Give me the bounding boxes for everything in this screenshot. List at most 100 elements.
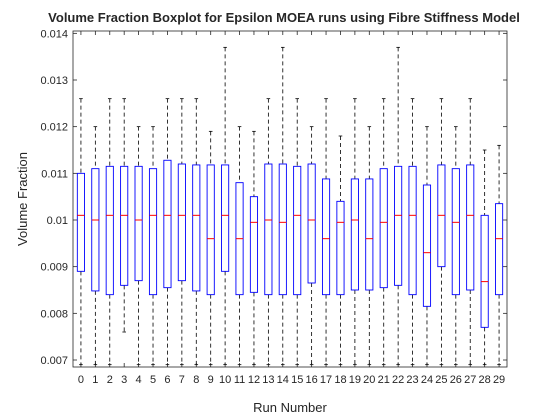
x-tick-label: 21 (378, 374, 390, 386)
box-run-26 (451, 126, 460, 366)
iqr-box (365, 178, 374, 291)
box-run-19 (350, 98, 359, 366)
box-run-17 (321, 98, 331, 366)
x-tick-label: 8 (193, 374, 199, 386)
x-axis: 0 1 2 3 4 5 6 7 8 9 10 11 12 13 14 15 16 17 18 19 20 21 22 23 24… (78, 31, 505, 386)
y-axis-label: Volume Fraction (15, 152, 30, 246)
x-tick-label: 10 (219, 374, 231, 386)
x-tick-label: 13 (262, 374, 274, 386)
box-run-5 (148, 126, 158, 366)
y-tick-label: 0.007 (40, 355, 68, 367)
box-run-27 (466, 98, 475, 366)
iqr-box (91, 168, 100, 292)
iqr-box (350, 178, 359, 291)
y-axis: 0.007 0.008 0.009 0.01 0.011 0.012 0.013 0.014 (40, 28, 507, 367)
x-tick-label: 18 (334, 374, 346, 386)
x-tick-label: 1 (92, 374, 98, 386)
x-tick-label: 17 (320, 374, 332, 386)
x-axis-label: Run Number (253, 400, 327, 415)
iqr-box (307, 163, 316, 284)
iqr-box (177, 163, 186, 282)
x-tick-label: 19 (349, 374, 361, 386)
y-tick-label: 0.008 (40, 308, 68, 320)
box-run-9 (206, 130, 215, 366)
box-run-21 (379, 98, 388, 366)
iqr-box (249, 196, 259, 293)
box-run-25 (437, 98, 446, 366)
box-run-3 (120, 98, 129, 333)
box-run-29 (495, 144, 504, 366)
y-tick-label: 0.012 (40, 122, 68, 134)
box-run-4 (134, 126, 143, 366)
box-run-0 (76, 98, 85, 366)
iqr-box (379, 168, 388, 289)
x-tick-label: 0 (78, 374, 84, 386)
iqr-box (148, 168, 158, 296)
iqr-box (422, 184, 432, 307)
x-tick-label: 16 (306, 374, 318, 386)
x-tick-label: 5 (150, 374, 156, 386)
box-run-11 (235, 126, 244, 366)
iqr-box (321, 178, 331, 296)
box-run-10 (221, 46, 230, 366)
x-tick-label: 28 (479, 374, 491, 386)
iqr-box (163, 159, 172, 289)
y-tick-label: 0.009 (40, 262, 68, 274)
x-tick-label: 2 (107, 374, 113, 386)
box-run-2 (105, 98, 114, 366)
box-run-6 (163, 98, 172, 366)
box-run-20 (365, 126, 374, 366)
iqr-box (76, 172, 85, 272)
box-run-28 (480, 149, 489, 366)
x-tick-label: 6 (164, 374, 170, 386)
box-run-16 (307, 126, 316, 366)
x-tick-label: 9 (208, 374, 214, 386)
x-tick-label: 12 (248, 374, 260, 386)
iqr-box (451, 168, 460, 296)
x-tick-label: 7 (179, 374, 185, 386)
x-tick-label: 4 (136, 374, 142, 386)
x-tick-label: 29 (493, 374, 505, 386)
axes-box (72, 30, 508, 368)
x-tick-label: 15 (291, 374, 303, 386)
iqr-box (408, 165, 417, 296)
iqr-box (495, 203, 504, 296)
x-tick-label: 22 (392, 374, 404, 386)
iqr-box (264, 163, 273, 296)
box-run-23 (408, 98, 417, 366)
box-run-13 (264, 98, 273, 366)
iqr-box (192, 164, 201, 292)
box-run-24 (422, 126, 432, 366)
box-run-22 (394, 46, 403, 366)
plot-area: 0.0070.0080.0090.010.0110.0120.0130.014 … (40, 28, 508, 386)
y-tick-label: 0.013 (40, 75, 68, 87)
x-tick-label: 11 (234, 374, 245, 386)
iqr-box (221, 164, 230, 272)
x-tick-label: 23 (406, 374, 418, 386)
iqr-box (394, 165, 403, 286)
iqr-box (206, 164, 215, 296)
box-run-18 (336, 135, 345, 366)
chart-title: Volume Fraction Boxplot for Epsilon MOEA… (48, 10, 520, 25)
iqr-box (134, 165, 143, 282)
box-run-14 (278, 46, 287, 366)
iqr-box (466, 164, 475, 291)
y-tick-label: 0.011 (41, 168, 68, 180)
x-tick-label: 24 (421, 374, 433, 386)
x-tick-label: 25 (435, 374, 447, 386)
iqr-box (480, 214, 489, 328)
box-run-15 (293, 98, 302, 366)
x-tick-label: 3 (121, 374, 127, 386)
iqr-box (278, 163, 287, 296)
box-run-12 (249, 130, 259, 366)
box-run-7 (177, 98, 186, 366)
iqr-box (293, 165, 302, 296)
iqr-box (120, 165, 129, 286)
x-tick-label: 20 (363, 374, 375, 386)
x-tick-label: 14 (277, 374, 289, 386)
iqr-box (336, 200, 345, 296)
box-run-1 (91, 126, 100, 366)
x-tick-label: 27 (464, 374, 476, 386)
iqr-box (105, 165, 114, 296)
